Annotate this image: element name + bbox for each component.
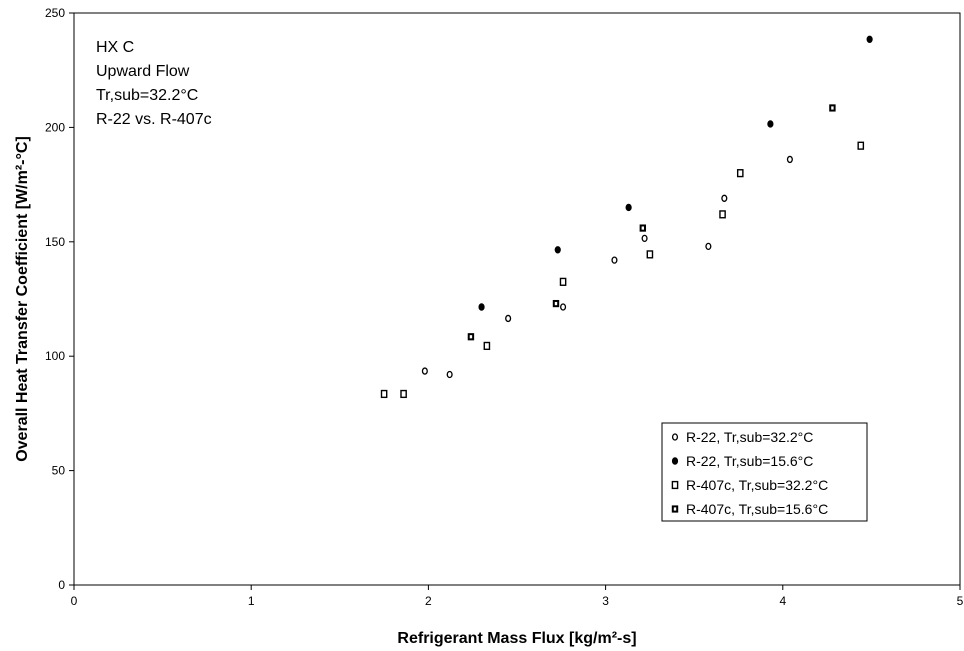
data-point-series-3 xyxy=(400,389,407,399)
legend-box xyxy=(661,422,868,522)
annotation-box: HX C Upward Flow Tr,sub=32.2°C R-22 vs. … xyxy=(96,39,212,128)
data-point-series-2 xyxy=(866,35,873,44)
x-tick-label: 3 xyxy=(602,594,609,608)
legend-markers xyxy=(671,433,679,513)
data-point-series-2 xyxy=(478,303,485,311)
data-point-series-2 xyxy=(554,246,561,254)
data-point-series-1 xyxy=(705,242,712,251)
annotation-line-1: HX C xyxy=(96,39,134,56)
legend-marker-series-4 xyxy=(671,505,679,513)
y-tick-label: 200 xyxy=(45,120,65,134)
data-point-series-4 xyxy=(639,224,647,232)
annotation-line-2: Upward Flow xyxy=(96,63,190,80)
data-point-series-4 xyxy=(467,333,475,341)
data-point-series-2 xyxy=(625,203,632,212)
data-point-series-1 xyxy=(421,367,428,375)
y-tick-label: 50 xyxy=(52,464,66,478)
x-tick-label: 0 xyxy=(71,594,78,608)
y-tick-label: 0 xyxy=(58,578,65,592)
data-point-series-3 xyxy=(857,141,865,150)
data-point-series-3 xyxy=(736,169,744,178)
x-tick-label: 4 xyxy=(779,594,786,608)
data-point-series-1 xyxy=(721,194,728,202)
legend-marker-series-2 xyxy=(671,457,679,465)
x-axis-ticks: 0 1 2 3 4 5 xyxy=(71,585,964,608)
y-tick-label: 150 xyxy=(45,235,65,249)
data-point-series-1 xyxy=(641,234,648,243)
y-axis-title: Overall Heat Transfer Coefficient [W/m²-… xyxy=(14,136,31,462)
data-point-series-3 xyxy=(559,277,567,286)
data-point-series-4 xyxy=(829,104,836,112)
x-tick-label: 1 xyxy=(248,594,255,608)
data-point-series-3 xyxy=(380,389,388,399)
data-point-series-1 xyxy=(786,155,793,164)
data-point-series-1 xyxy=(446,370,453,379)
legend-marker-series-1 xyxy=(671,433,679,441)
data-point-series-3 xyxy=(646,250,654,259)
legend-label-r22-15: R-22, Tr,sub=15.6°C xyxy=(686,453,813,469)
x-tick-label: 5 xyxy=(957,594,964,608)
x-axis-title: Refrigerant Mass Flux [kg/m²-s] xyxy=(397,630,636,647)
data-point-series-3 xyxy=(483,341,491,351)
y-axis-ticks: 0 50 100 150 200 250 xyxy=(45,6,74,592)
data-point-series-2 xyxy=(767,120,774,128)
data-point-series-1 xyxy=(611,256,618,264)
legend: R-22, Tr,sub=32.2°C R-22, Tr,sub=15.6°C … xyxy=(661,422,868,522)
y-tick-label: 100 xyxy=(45,349,65,363)
data-point-series-1 xyxy=(505,314,512,323)
legend-marker-series-3 xyxy=(671,480,679,490)
data-point-series-4 xyxy=(552,299,560,308)
y-tick-label: 250 xyxy=(45,6,65,20)
data-point-series-3 xyxy=(719,210,726,219)
annotation-line-3: Tr,sub=32.2°C xyxy=(96,87,198,104)
x-tick-label: 2 xyxy=(425,594,432,608)
legend-label-r407c-15: R-407c, Tr,sub=15.6°C xyxy=(686,501,828,517)
legend-label-r22-32: R-22, Tr,sub=32.2°C xyxy=(686,429,813,445)
annotation-line-4: R-22 vs. R-407c xyxy=(96,111,212,128)
data-point-series-1 xyxy=(560,303,567,311)
data-points xyxy=(380,35,873,399)
legend-label-r407c-32: R-407c, Tr,sub=32.2°C xyxy=(686,477,828,493)
